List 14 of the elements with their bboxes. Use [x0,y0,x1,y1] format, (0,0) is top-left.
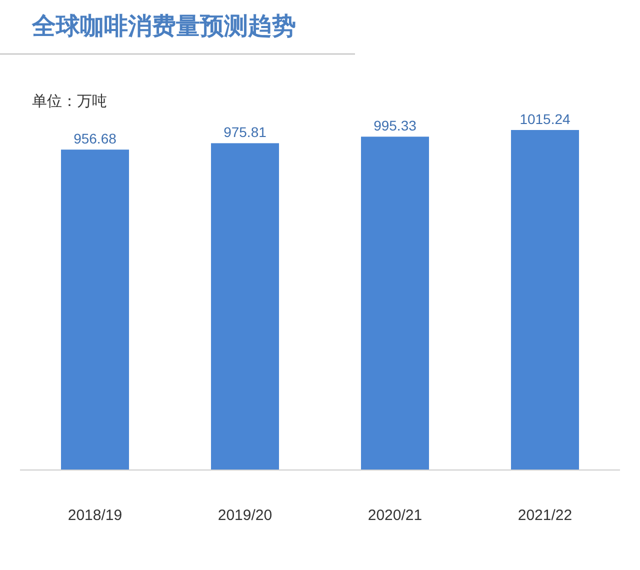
bar [61,150,129,470]
text: 单位：万吨 [32,93,107,110]
x-tick-label: 2018/19 [68,507,122,524]
bar [511,130,579,470]
bar [361,136,429,470]
data-label: 995.33 [374,118,417,134]
x-tick-label: 2019/20 [218,507,272,524]
chart-title: 全球咖啡消费量预测趋势 [31,13,296,40]
x-tick-label: 2020/21 [368,507,422,524]
data-label: 1015.24 [520,111,571,127]
data-label: 975.81 [224,124,267,140]
bar [211,143,279,470]
data-label: 956.68 [74,130,117,147]
x-tick-label: 2021/22 [518,507,572,524]
